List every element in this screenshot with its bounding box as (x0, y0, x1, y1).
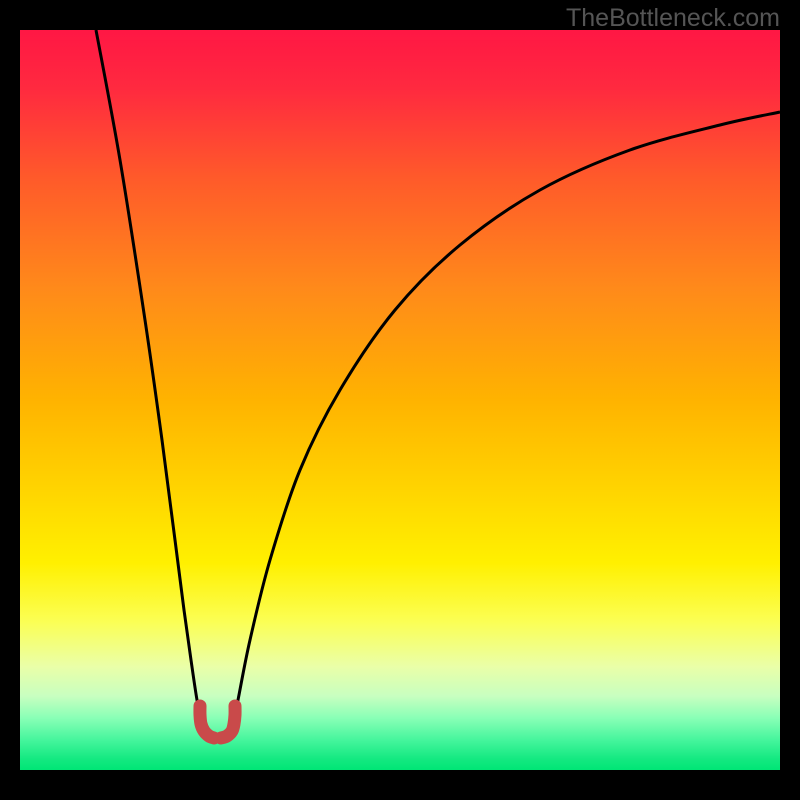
plot-area (20, 30, 780, 770)
watermark-text: TheBottleneck.com (566, 4, 780, 33)
figure-root: TheBottleneck.com (0, 0, 800, 800)
gradient-fill (20, 30, 780, 770)
